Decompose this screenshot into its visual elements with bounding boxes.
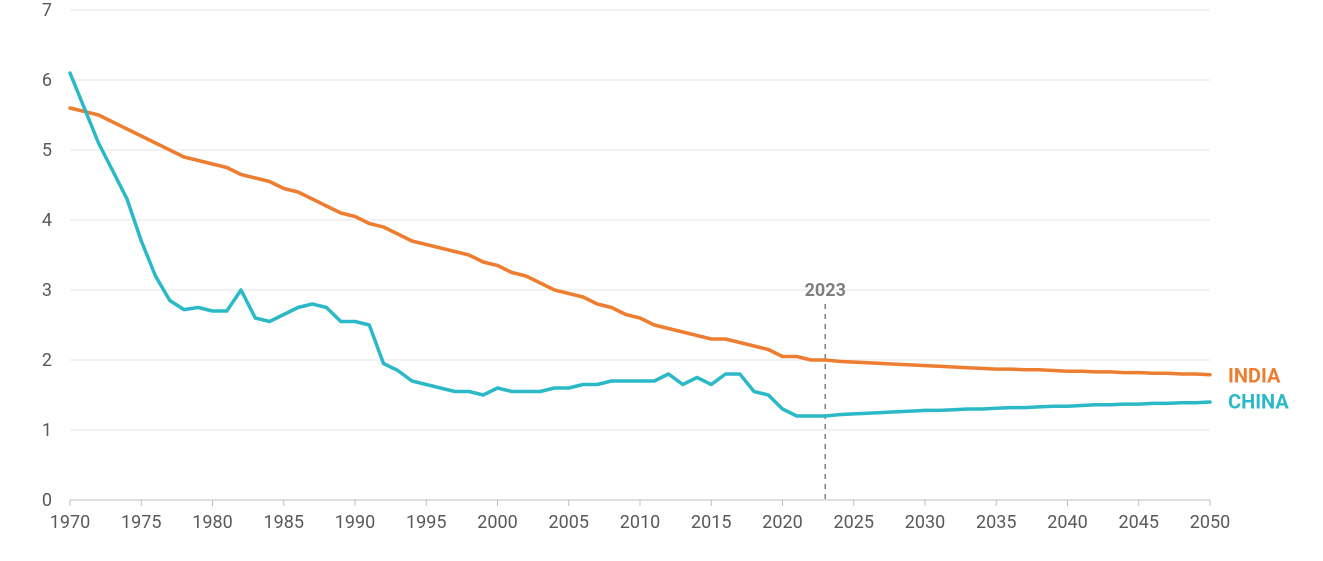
x-tick-label: 2010 xyxy=(620,512,660,533)
y-tick-label: 0 xyxy=(42,490,52,511)
y-tick-label: 2 xyxy=(42,350,52,371)
x-tick-label: 2030 xyxy=(905,512,945,533)
x-tick-label: 2035 xyxy=(976,512,1016,533)
x-tick-label: 2000 xyxy=(477,512,517,533)
x-tick-label: 2040 xyxy=(1047,512,1087,533)
x-tick-label: 2020 xyxy=(762,512,802,533)
x-tick-label: 2025 xyxy=(834,512,874,533)
x-tick-label: 1970 xyxy=(50,512,90,533)
y-tick-label: 4 xyxy=(42,210,52,231)
x-tick-label: 1975 xyxy=(121,512,161,533)
y-tick-label: 1 xyxy=(42,420,52,441)
x-tick-label: 1980 xyxy=(192,512,232,533)
x-tick-label: 1990 xyxy=(335,512,375,533)
x-tick-label: 2045 xyxy=(1119,512,1159,533)
y-tick-label: 6 xyxy=(42,70,52,91)
x-tick-label: 1995 xyxy=(406,512,446,533)
series-label-china: CHINA xyxy=(1228,389,1289,413)
x-tick-label: 2005 xyxy=(549,512,589,533)
reference-year-label: 2023 xyxy=(805,280,846,301)
x-tick-label: 2050 xyxy=(1190,512,1230,533)
fertility-line-chart: 0 1 2 3 4 5 6 7 1970 1975 1980 1985 1990 1995 2000 2005… xyxy=(0,0,1323,561)
chart-bg xyxy=(0,0,1323,561)
y-tick-label: 3 xyxy=(42,280,52,301)
chart-svg: 0 1 2 3 4 5 6 7 1970 1975 1980 1985 1990 1995 2000 2005… xyxy=(0,0,1323,561)
y-tick-label: 7 xyxy=(42,0,52,21)
x-tick-label: 2015 xyxy=(691,512,731,533)
x-tick-label: 1985 xyxy=(264,512,304,533)
y-tick-label: 5 xyxy=(42,140,52,161)
series-label-india: INDIA xyxy=(1228,363,1281,387)
